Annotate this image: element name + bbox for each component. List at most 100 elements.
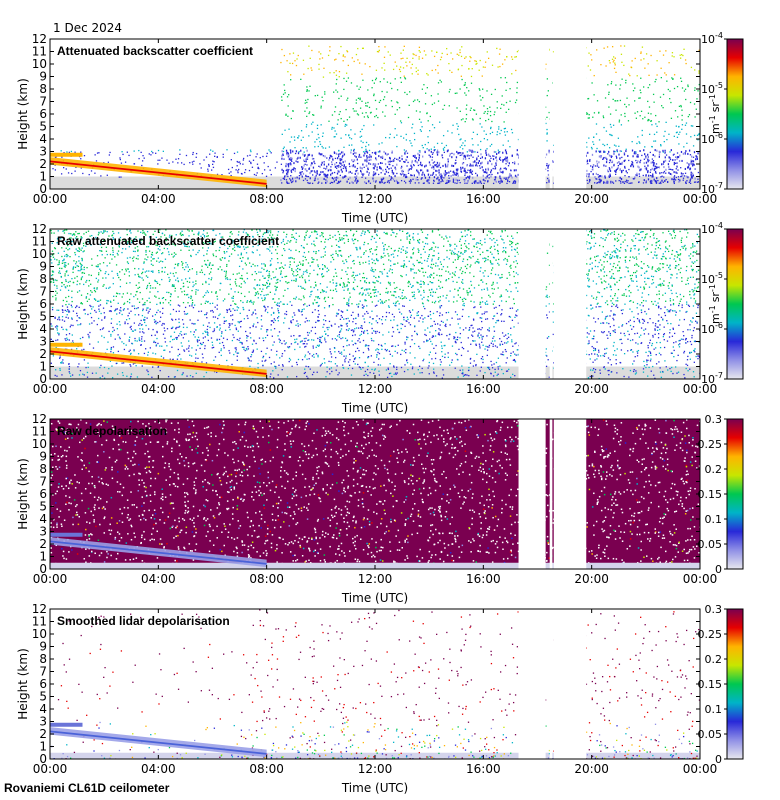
y-axis-label: Height (km) xyxy=(16,268,30,339)
data-gap xyxy=(553,39,587,189)
x-tick-label: 00:00 xyxy=(33,762,68,776)
colorbar-gradient xyxy=(726,228,744,380)
x-tick-label: 12:00 xyxy=(358,382,393,396)
y-tick-label: 4 xyxy=(39,702,47,716)
colorbar-tick-label: 10-4 xyxy=(701,221,723,236)
data-gap xyxy=(549,39,553,189)
colorbar-tick-label: 0.1 xyxy=(705,513,723,526)
y-tick-label: 12 xyxy=(32,412,47,426)
x-tick-label: 08:00 xyxy=(249,572,284,586)
colorbar-tick-label: 0.2 xyxy=(705,463,723,476)
colorbar-gradient xyxy=(726,608,744,760)
data-gap xyxy=(549,609,553,759)
colorbar-unit-label: m-1sr-1 xyxy=(708,94,722,134)
y-tick-label: 1 xyxy=(39,170,47,184)
heatmap-field xyxy=(50,609,700,759)
y-axis-label: Height (km) xyxy=(16,78,30,149)
x-tick-label: 12:00 xyxy=(358,572,393,586)
upper-layer xyxy=(50,342,83,347)
y-tick-label: 12 xyxy=(32,32,47,46)
y-tick-label: 9 xyxy=(39,260,47,274)
colorbar-tick-label: 0.05 xyxy=(698,728,723,741)
plot-background xyxy=(50,609,700,759)
x-tick-label: 20:00 xyxy=(574,382,609,396)
figure-footer: Rovaniemi CL61D ceilometer xyxy=(4,781,170,795)
x-tick-label: 00:00 xyxy=(33,382,68,396)
x-tick-label: 20:00 xyxy=(574,572,609,586)
y-tick-label: 10 xyxy=(32,247,47,261)
y-tick-label: 2 xyxy=(39,347,47,361)
upper-layer xyxy=(50,532,83,537)
x-tick-label: 16:00 xyxy=(466,382,501,396)
colorbar-unit-label: m-1sr-1 xyxy=(708,284,722,324)
y-tick-label: 3 xyxy=(39,525,47,539)
colorbar-gradient xyxy=(726,418,744,570)
colorbar: 10-4 10-5 10-6 10-7 m-1sr-1 xyxy=(701,221,744,386)
x-tick-label: 04:00 xyxy=(141,762,176,776)
colorbar: 0.3 0.25 0.2 0.15 0.1 0.05 0 xyxy=(698,603,744,766)
heatmap-field xyxy=(50,39,700,189)
y-tick-label: 10 xyxy=(32,437,47,451)
y-tick-label: 3 xyxy=(39,145,47,159)
data-gap xyxy=(549,229,553,379)
y-axis-label: Height (km) xyxy=(16,458,30,529)
y-axis-label: Height (km) xyxy=(16,648,30,719)
y-tick-label: 10 xyxy=(32,57,47,71)
colorbar: 0.3 0.25 0.2 0.15 0.1 0.05 0 xyxy=(698,413,744,576)
y-tick-label: 12 xyxy=(32,222,47,236)
y-tick-label: 4 xyxy=(39,322,47,336)
data-gap xyxy=(518,419,546,569)
colorbar-gradient xyxy=(726,38,744,190)
colorbar-tick-label: 0.25 xyxy=(698,628,723,641)
y-tick-label: 5 xyxy=(39,690,47,704)
x-axis-label: Time (UTC) xyxy=(341,591,408,605)
y-tick-label: 10 xyxy=(32,627,47,641)
y-tick-label: 2 xyxy=(39,727,47,741)
x-axis-label: Time (UTC) xyxy=(341,401,408,415)
x-tick-label: 16:00 xyxy=(466,192,501,206)
y-tick-label: 6 xyxy=(39,677,47,691)
colorbar-tick-label: 10-6 xyxy=(701,321,723,336)
data-gap xyxy=(553,229,587,379)
y-tick-label: 6 xyxy=(39,107,47,121)
panel-title: Raw depolarisation xyxy=(57,424,167,438)
x-tick-label: 20:00 xyxy=(574,762,609,776)
x-tick-label: 12:00 xyxy=(358,192,393,206)
cloud-layer-core xyxy=(50,730,267,755)
colorbar-tick-label: 10-5 xyxy=(701,271,723,286)
colorbar-tick-label: 0.3 xyxy=(705,413,723,426)
x-tick-label: 16:00 xyxy=(466,572,501,586)
y-tick-label: 11 xyxy=(32,235,47,249)
x-tick-label: 08:00 xyxy=(249,192,284,206)
x-tick-label: 12:00 xyxy=(358,762,393,776)
x-tick-label: 04:00 xyxy=(141,192,176,206)
heatmap-field xyxy=(50,419,700,569)
y-tick-label: 7 xyxy=(39,95,47,109)
x-tick-label: 08:00 xyxy=(249,382,284,396)
y-tick-label: 1 xyxy=(39,360,47,374)
y-tick-label: 1 xyxy=(39,550,47,564)
upper-layer xyxy=(50,152,83,157)
data-gap xyxy=(553,609,587,759)
y-tick-label: 12 xyxy=(32,602,47,616)
y-tick-label: 11 xyxy=(32,425,47,439)
heatmap-field xyxy=(50,229,700,379)
y-tick-label: 3 xyxy=(39,335,47,349)
x-tick-label: 00:00 xyxy=(683,192,718,206)
data-gap xyxy=(518,229,546,379)
y-tick-label: 0 xyxy=(39,182,47,196)
colorbar-tick-label: 0.05 xyxy=(698,538,723,551)
colorbar-tick-label: 0.2 xyxy=(705,653,723,666)
y-tick-label: 4 xyxy=(39,512,47,526)
colorbar-tick-label: 0 xyxy=(715,563,722,576)
plot-background xyxy=(50,419,700,569)
y-tick-label: 8 xyxy=(39,652,47,666)
y-tick-label: 11 xyxy=(32,615,47,629)
panel-title: Attenuated backscatter coefficient xyxy=(57,44,253,58)
colorbar-tick-label: 10-7 xyxy=(701,371,723,386)
y-tick-label: 2 xyxy=(39,157,47,171)
y-tick-label: 7 xyxy=(39,475,47,489)
y-tick-label: 7 xyxy=(39,285,47,299)
y-tick-label: 8 xyxy=(39,272,47,286)
